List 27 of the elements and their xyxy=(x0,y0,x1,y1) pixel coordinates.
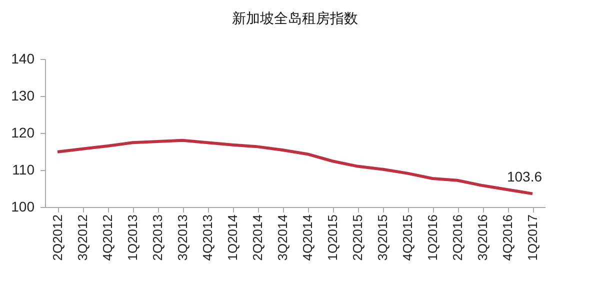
x-tick-label: 3Q2014 xyxy=(275,214,290,261)
x-tick-label: 1Q2013 xyxy=(125,214,140,261)
y-tick-label: 110 xyxy=(12,162,35,178)
x-tick-label: 3Q2013 xyxy=(175,214,190,261)
x-tick-label: 4Q2013 xyxy=(200,214,215,261)
x-tick-label: 3Q2012 xyxy=(75,214,90,261)
x-tick-label: 1Q2017 xyxy=(525,214,540,261)
x-tick-label: 3Q2015 xyxy=(375,214,390,261)
y-tick-label: 130 xyxy=(11,88,35,104)
x-tick-label: 3Q2016 xyxy=(475,214,490,261)
x-tick-label: 2Q2015 xyxy=(350,214,365,261)
x-tick-label: 4Q2015 xyxy=(400,214,415,261)
x-tick-label: 2Q2014 xyxy=(250,214,265,261)
x-tick-label: 1Q2014 xyxy=(225,214,240,261)
x-tick-label: 2Q2016 xyxy=(450,214,465,261)
data-label: 103.6 xyxy=(506,168,542,185)
x-tick-label: 4Q2016 xyxy=(500,214,515,261)
x-tick-label: 4Q2012 xyxy=(100,214,115,261)
x-tick-label: 2Q2013 xyxy=(150,214,165,261)
x-tick-label: 1Q2015 xyxy=(325,214,340,261)
y-tick-label: 140 xyxy=(11,50,35,66)
y-tick-label: 100 xyxy=(11,198,35,214)
y-tick-label: 120 xyxy=(11,124,35,140)
chart-title: 新加坡全岛租房指数 xyxy=(232,11,358,27)
x-tick-label: 4Q2014 xyxy=(300,214,315,261)
x-tick-label: 2Q2012 xyxy=(50,214,65,261)
x-tick-label: 1Q2016 xyxy=(425,214,440,261)
